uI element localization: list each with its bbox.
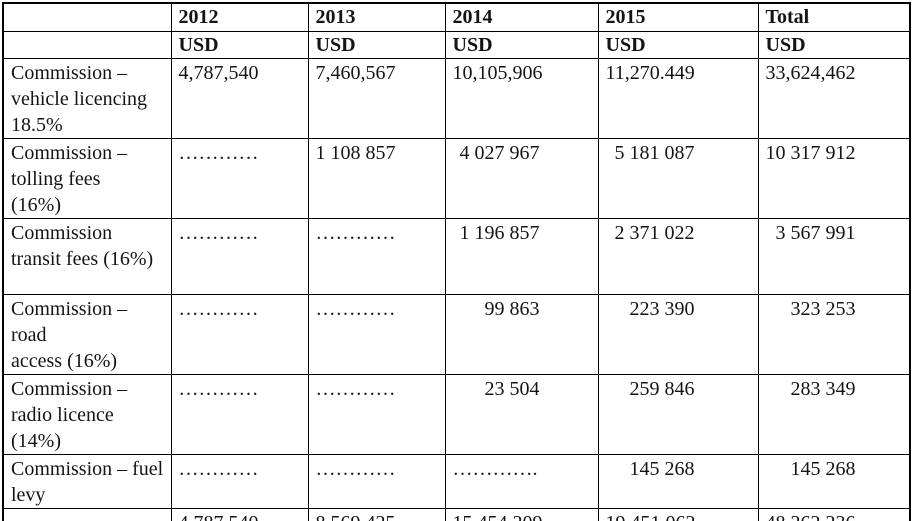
value-cell: 323 253: [757, 293, 911, 375]
value-cell: 1 108 857: [307, 137, 446, 219]
value-text: 283 349: [790, 377, 856, 400]
table-row-totals: 4 787 540 8 569 425 15 454 209 19 451 06…: [2, 507, 911, 521]
value-cell: 10,105,906: [444, 57, 599, 139]
year-header-2012: 2012: [170, 2, 309, 32]
total-value-cell: 48 262 236: [757, 507, 911, 521]
value-text: 3 567 991: [775, 221, 856, 244]
value-cell: 145 268: [757, 453, 911, 509]
value-cell: 33,624,462: [757, 57, 911, 139]
row-label: Commission – radio licence (14%): [2, 373, 172, 455]
blank-dotted-cell: …………: [170, 453, 309, 509]
value-text: 5 181 087: [614, 141, 695, 164]
usd-header: USD: [307, 30, 446, 59]
value-cell: 259 846: [597, 373, 759, 455]
value-text: 259 846: [629, 377, 695, 400]
value-text: 23 504: [484, 377, 540, 400]
value-cell: 7,460,567: [307, 57, 446, 139]
blank-dotted-cell: …………: [307, 217, 446, 295]
table-row-radio-licence: Commission – radio licence (14%) ………… ………: [2, 373, 911, 455]
value-text: 2 371 022: [614, 221, 695, 244]
value-cell: 283 349: [757, 373, 911, 455]
year-header-2014: 2014: [444, 2, 599, 32]
blank-dotted-cell: …………: [307, 293, 446, 375]
value-text: 323 253: [790, 297, 856, 320]
total-value-cell: 4 787 540: [170, 507, 309, 521]
value-cell: 3 567 991: [757, 217, 911, 295]
value-text: 10 317 912: [765, 141, 856, 164]
value-cell: 11,270.449: [597, 57, 759, 139]
year-header-2013: 2013: [307, 2, 446, 32]
usd-header: USD: [757, 30, 911, 59]
blank-dotted-cell: ………….: [444, 453, 599, 509]
year-header-2015: 2015: [597, 2, 759, 32]
row-label: Commission – tolling fees (16%): [2, 137, 172, 219]
total-value-cell: 15 454 209: [444, 507, 599, 521]
table-row-fuel-levy: Commission – fuel levy ………… ………… …………. 1…: [2, 453, 911, 509]
usd-header: USD: [597, 30, 759, 59]
value-text: 4 027 967: [459, 141, 540, 164]
blank-dotted-cell: …………: [307, 373, 446, 455]
total-value-cell: 8 569 425: [307, 507, 446, 521]
row-label: Commission – vehicle licencing 18.5%: [2, 57, 172, 139]
value-cell: 223 390: [597, 293, 759, 375]
row-label: Commission – road access (16%): [2, 293, 172, 375]
value-cell: 99 863: [444, 293, 599, 375]
value-text: 145 268: [629, 457, 695, 480]
row-label: Commission transit fees (16%): [2, 217, 172, 295]
usd-header-row: USD USD USD USD USD: [2, 30, 911, 59]
value-text: 1 196 857: [459, 221, 540, 244]
value-cell: 5 181 087: [597, 137, 759, 219]
blank-dotted-cell: …………: [170, 217, 309, 295]
value-cell: 1 196 857: [444, 217, 599, 295]
table-row-road-access: Commission – road access (16%) ………… ……………: [2, 293, 911, 375]
year-header-row: 2012 2013 2014 2015 Total: [2, 2, 911, 32]
total-header: Total: [757, 2, 911, 32]
usd-header: USD: [170, 30, 309, 59]
value-cell: 10 317 912: [757, 137, 911, 219]
row-label: Commission – fuel levy: [2, 453, 172, 509]
value-text: 99 863: [484, 297, 540, 320]
value-cell: 23 504: [444, 373, 599, 455]
blank-dotted-cell: …………: [170, 293, 309, 375]
value-cell: 2 371 022: [597, 217, 759, 295]
corner-cell: [2, 30, 172, 59]
blank-dotted-cell: …………: [170, 137, 309, 219]
value-text: 1 108 857: [315, 141, 396, 164]
corner-cell: [2, 2, 172, 32]
usd-header: USD: [444, 30, 599, 59]
total-value-cell: 19 451 062: [597, 507, 759, 521]
value-cell: 4 027 967: [444, 137, 599, 219]
table-row-tolling-fees: Commission – tolling fees (16%) ………… 1 1…: [2, 137, 911, 219]
blank-dotted-cell: …………: [307, 453, 446, 509]
row-label-empty: [2, 507, 172, 521]
value-cell: 4,787,540: [170, 57, 309, 139]
blank-dotted-cell: …………: [170, 373, 309, 455]
value-text: 223 390: [629, 297, 695, 320]
value-cell: 145 268: [597, 453, 759, 509]
table-row-transit-fees: Commission transit fees (16%) ………… ………… …: [2, 217, 911, 295]
value-text: 145 268: [790, 457, 856, 480]
table-row-vehicle-licencing: Commission – vehicle licencing 18.5% 4,7…: [2, 57, 911, 139]
